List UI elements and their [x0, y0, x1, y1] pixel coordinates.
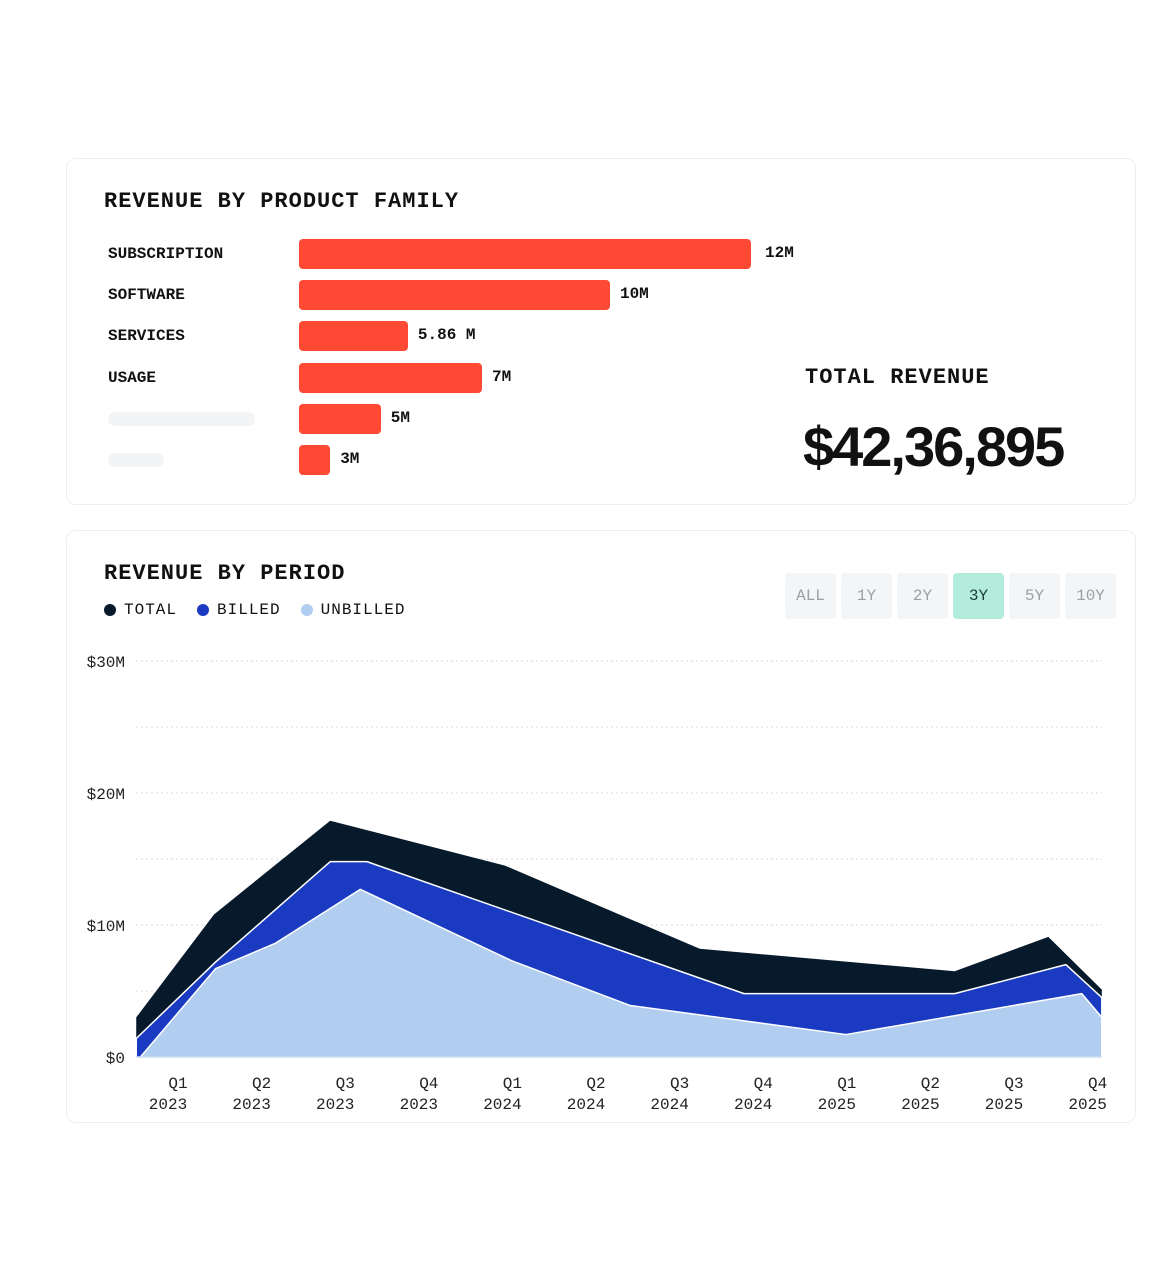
x-tick-label: Q4 2023 — [400, 1075, 439, 1114]
product-row: SUBSCRIPTION 12M — [67, 239, 1067, 269]
x-tick-label: Q4 2025 — [1068, 1075, 1107, 1114]
y-tick-label: $30M — [87, 654, 125, 672]
y-tick-label: $20M — [87, 786, 125, 804]
legend-dot-icon — [197, 604, 210, 616]
product-bar — [299, 239, 751, 269]
x-tick-quarter: Q3 — [1004, 1075, 1023, 1093]
x-tick-label: Q2 2023 — [232, 1075, 271, 1114]
card-title: REVENUE BY PRODUCT FAMILY — [104, 189, 460, 214]
bar-value-label: 5.86 M — [417, 326, 476, 345]
product-row: SOFTWARE 10M — [67, 280, 1067, 311]
product-label: SERVICES — [108, 327, 185, 346]
x-tick-year: 2023 — [400, 1096, 438, 1114]
x-tick-label: Q1 2023 — [149, 1075, 188, 1114]
bar-value-label: 5M — [390, 408, 410, 427]
x-tick-label: Q2 2024 — [567, 1075, 606, 1114]
bar-value-label: 7M — [492, 367, 512, 386]
product-row: 3M — [67, 445, 1067, 475]
x-tick-quarter: Q1 — [503, 1075, 522, 1093]
bar-value-label: 3M — [340, 450, 360, 468]
x-tick-quarter: Q1 — [837, 1075, 856, 1093]
x-tick-year: 2023 — [149, 1096, 187, 1114]
legend-label: TOTAL — [124, 601, 178, 619]
revenue-by-product-family-card: REVENUE BY PRODUCT FAMILY SUBSCRIPTION 12… — [66, 158, 1136, 505]
product-label: SUBSCRIPTION — [108, 245, 224, 263]
x-tick-label: Q1 2024 — [483, 1075, 522, 1114]
range-button-5y[interactable]: 5Y — [1009, 573, 1060, 619]
product-bar — [299, 403, 381, 434]
x-tick-year: 2023 — [316, 1096, 354, 1114]
product-bar — [299, 280, 610, 311]
total-revenue-label: TOTAL REVENUE — [805, 365, 990, 390]
card-title: REVENUE BY PERIOD — [104, 561, 346, 586]
total-revenue-value: $42,36,895 — [803, 415, 1065, 478]
x-tick-quarter: Q4 — [419, 1075, 438, 1093]
product-bar — [299, 445, 331, 475]
bar-value-label: 10M — [619, 285, 649, 304]
product-bar — [299, 362, 483, 393]
x-tick-year: 2025 — [901, 1096, 939, 1114]
x-tick-year: 2025 — [985, 1096, 1023, 1114]
product-row: 5M — [67, 403, 1067, 434]
bar-value-label: 12M — [765, 244, 794, 262]
x-tick-year: 2024 — [567, 1096, 605, 1114]
x-tick-year: 2025 — [1068, 1096, 1106, 1114]
x-tick-year: 2023 — [232, 1096, 270, 1114]
product-row: SERVICES 5.86 M — [67, 321, 1067, 352]
legend-dot-icon — [300, 604, 313, 616]
x-tick-label: Q3 2025 — [985, 1075, 1024, 1114]
x-tick-label: Q1 2025 — [818, 1075, 857, 1114]
x-tick-year: 2024 — [483, 1096, 521, 1114]
x-tick-quarter: Q4 — [1088, 1075, 1107, 1093]
legend-dot-icon — [104, 604, 116, 616]
legend-item-billed: BILLED — [197, 601, 281, 619]
legend-item-unbilled: UNBILLED — [300, 601, 406, 619]
x-tick-quarter: Q3 — [336, 1075, 355, 1093]
range-button-3y[interactable]: 3Y — [953, 573, 1004, 619]
x-tick-quarter: Q4 — [754, 1075, 773, 1093]
x-tick-year: 2024 — [734, 1096, 772, 1114]
x-tick-quarter: Q2 — [252, 1075, 271, 1093]
label-placeholder — [108, 411, 255, 426]
range-button-10y[interactable]: 10Y — [1065, 573, 1116, 619]
x-tick-year: 2024 — [650, 1096, 688, 1114]
y-tick-label: $0 — [106, 1050, 125, 1068]
product-label: USAGE — [108, 368, 157, 387]
x-tick-quarter: Q3 — [670, 1075, 689, 1093]
x-tick-label: Q3 2023 — [316, 1075, 355, 1114]
y-tick-label: $10M — [87, 918, 125, 936]
legend-label: UNBILLED — [320, 601, 406, 619]
x-tick-label: Q4 2024 — [734, 1075, 773, 1114]
label-placeholder — [108, 453, 164, 467]
area-series-unbilled — [139, 888, 1103, 1058]
range-button-2y[interactable]: 2Y — [897, 573, 948, 619]
x-tick-quarter: Q2 — [586, 1075, 605, 1093]
product-label: SOFTWARE — [108, 286, 185, 305]
legend-label: BILLED — [217, 601, 281, 619]
x-tick-label: Q3 2024 — [650, 1075, 689, 1114]
range-button-1y[interactable]: 1Y — [841, 573, 892, 619]
x-tick-quarter: Q1 — [168, 1075, 187, 1093]
x-tick-quarter: Q2 — [921, 1075, 940, 1093]
x-tick-year: 2025 — [818, 1096, 856, 1114]
x-tick-label: Q2 2025 — [901, 1075, 940, 1114]
legend-item-total: TOTAL — [104, 601, 177, 619]
range-button-all[interactable]: ALL — [785, 573, 836, 619]
product-bar — [299, 321, 408, 352]
product-row: USAGE 7M — [67, 362, 1067, 393]
range-selector: ALL 1Y 2Y 3Y 5Y 10Y — [785, 573, 1116, 619]
chart-legend: TOTAL BILLED UNBILLED — [104, 601, 405, 619]
